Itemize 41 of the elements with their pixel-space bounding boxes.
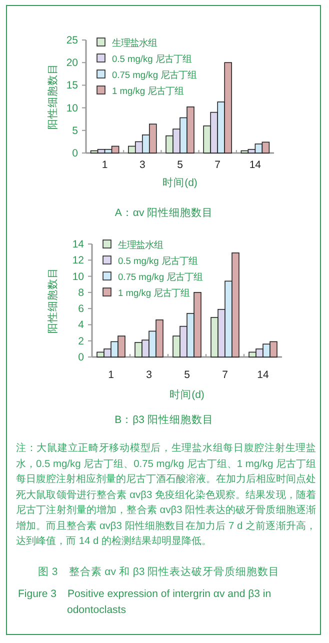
x-tick-label: 7: [214, 159, 221, 171]
ytick: 15: [66, 80, 78, 92]
legend-label: 0.5 mg/kg 尼古丁组: [112, 54, 192, 64]
ytick: 20: [66, 57, 78, 70]
ytick: 0: [78, 352, 84, 364]
y-axis-title: 阳性细胞数目: [47, 268, 59, 334]
ytick: 5: [72, 124, 78, 137]
ytick: 10: [72, 270, 84, 283]
ytick: 14: [72, 238, 84, 250]
ytick: 8: [78, 286, 84, 299]
text: A：αv 阳性细胞数目: [114, 207, 214, 219]
ytick: 6: [78, 303, 84, 316]
legend-label: 0.5 mg/kg 尼古丁组: [118, 256, 198, 266]
ytick: 0: [72, 148, 78, 160]
x-axis-title: 时间(d): [162, 176, 198, 189]
x-tick-label: 1: [102, 159, 108, 171]
x-tick-label: 14: [249, 159, 262, 171]
legend-label: 0.75 mg/kg 尼古丁组: [118, 272, 203, 282]
x-tick-label: 14: [257, 369, 269, 381]
legend-label: 1 mg/kg 尼古丁组: [112, 86, 184, 96]
ytick: 25: [66, 34, 78, 46]
x-tick-label: 3: [139, 159, 146, 171]
x-tick-label: 7: [222, 369, 228, 381]
legend-label: 0.75 mg/kg 尼古丁组: [112, 70, 197, 80]
text: B：β3 阳性细胞数目: [114, 414, 214, 426]
x-tick-label: 3: [146, 369, 152, 381]
legend-label: 生理盐水组: [118, 240, 163, 250]
y-axis-title: 阳性细胞数目: [47, 64, 59, 130]
ytick: 12: [72, 254, 84, 267]
legend-label: 生理盐水组: [112, 38, 157, 48]
caption: 图 3 整合素 αv 和 β3 阳性表达破牙骨质细胞数目: [38, 565, 281, 580]
text: 注：大鼠建立正畸牙移动模型后，生理盐水组每日腹腔注射生理盐水，0.5 mg/kg 尼古丁组、0.75 mg/kg 尼古丁组、1 mg/kg 尼古丁组每日腹腔注射相应剂量的尼古丁酒石酸溶液。在加力后相应时间点处死大鼠取颌骨进行整合素 αvβ3 免疫组化染色观察。结果发现，随着尼古丁注射剂量的增加，整合素 αvβ3 阳性表达的破牙骨质细胞逐渐增加。而且整合素 αvβ3 阳性细胞数目在加力后 7 d 之前逐渐升高，达到峰值，而 14 d 的检测结果却明显降低。: [16, 442, 316, 549]
x-tick-label: 5: [184, 369, 190, 381]
ytick: 2: [78, 335, 84, 348]
legend-label: 1 mg/kg 尼古丁组: [118, 288, 190, 298]
x-tick-label: 1: [108, 369, 114, 381]
x-tick-label: 5: [177, 159, 184, 171]
x-axis-title: 时间(d): [170, 388, 204, 401]
ytick: 4: [78, 319, 84, 332]
caption: Figure 3 Positive expression of intergrin αv and β3 in odontoclasts: [18, 587, 272, 618]
ytick: 10: [66, 102, 78, 114]
